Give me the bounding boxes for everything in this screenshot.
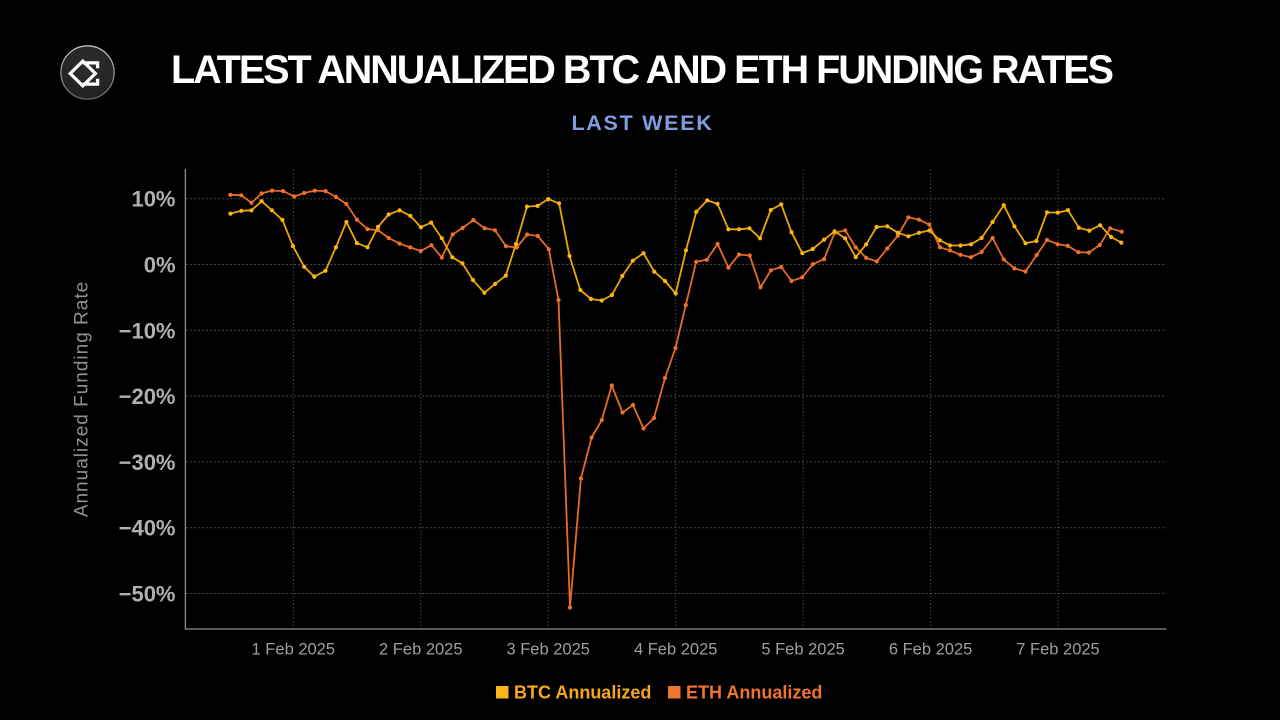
svg-text:0%: 0% bbox=[144, 253, 176, 278]
svg-text:−20%: −20% bbox=[119, 384, 176, 409]
svg-text:3 Feb 2025: 3 Feb 2025 bbox=[506, 641, 589, 659]
svg-text:Annualized Funding Rate: Annualized Funding Rate bbox=[72, 281, 93, 517]
svg-text:4 Feb 2025: 4 Feb 2025 bbox=[634, 641, 717, 659]
svg-text:−30%: −30% bbox=[119, 450, 176, 475]
svg-text:−40%: −40% bbox=[119, 516, 176, 541]
svg-text:7 Feb 2025: 7 Feb 2025 bbox=[1016, 641, 1099, 659]
svg-text:BTC Annualized: BTC Annualized bbox=[514, 683, 651, 703]
svg-text:ETH Annualized: ETH Annualized bbox=[686, 683, 822, 703]
svg-text:−50%: −50% bbox=[119, 582, 176, 607]
svg-text:−10%: −10% bbox=[119, 318, 176, 343]
svg-text:2 Feb 2025: 2 Feb 2025 bbox=[379, 641, 462, 659]
svg-text:6 Feb 2025: 6 Feb 2025 bbox=[889, 641, 972, 659]
svg-text:10%: 10% bbox=[131, 187, 175, 212]
svg-text:1 Feb 2025: 1 Feb 2025 bbox=[252, 641, 335, 659]
svg-text:5 Feb 2025: 5 Feb 2025 bbox=[761, 641, 844, 659]
